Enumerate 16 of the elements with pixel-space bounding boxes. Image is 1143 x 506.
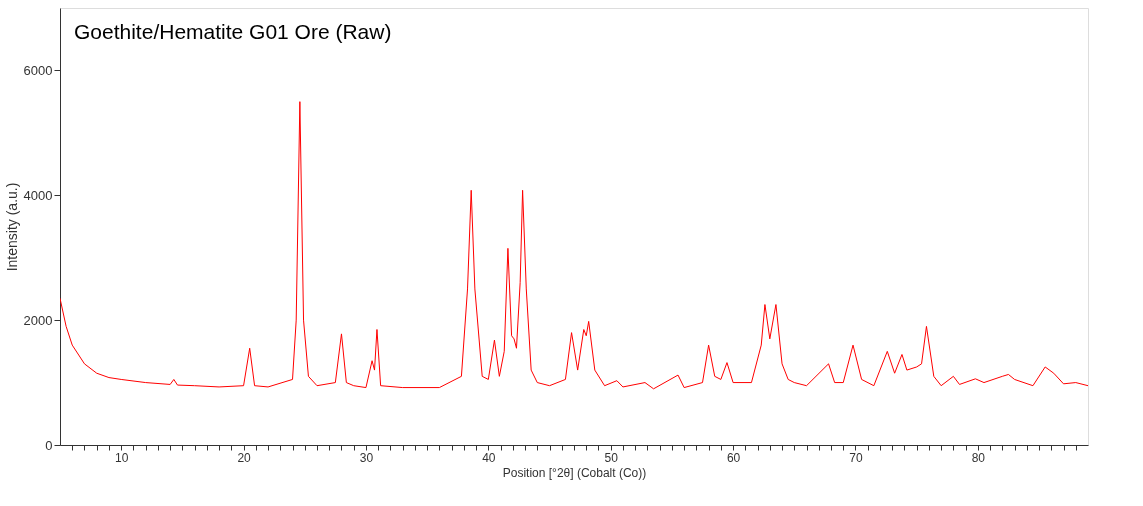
- x-tick-label: 10: [115, 450, 129, 465]
- y-tick-label: 0: [45, 437, 53, 453]
- x-tick-label: 70: [849, 450, 863, 465]
- x-tick-label: 50: [604, 450, 619, 465]
- text: Goethite/Hematite G01 Ore (Raw): [74, 20, 392, 43]
- x-axis-title: Position [°2θ] (Cobalt (Co)): [502, 465, 647, 480]
- y-tick-label: 4000: [23, 187, 53, 203]
- x-tick-label: 80: [971, 450, 986, 465]
- x-tick-label: 30: [359, 450, 374, 465]
- x-tick-label: 40: [482, 450, 496, 465]
- y-axis-title: Intensity (a.u.): [3, 182, 20, 272]
- line-series: [60, 101, 1088, 390]
- y-tick-label: 6000: [23, 62, 53, 78]
- x-tick-label: 60: [726, 450, 741, 465]
- y-tick-label: 2000: [23, 312, 53, 328]
- x-tick-label: 20: [237, 450, 252, 465]
